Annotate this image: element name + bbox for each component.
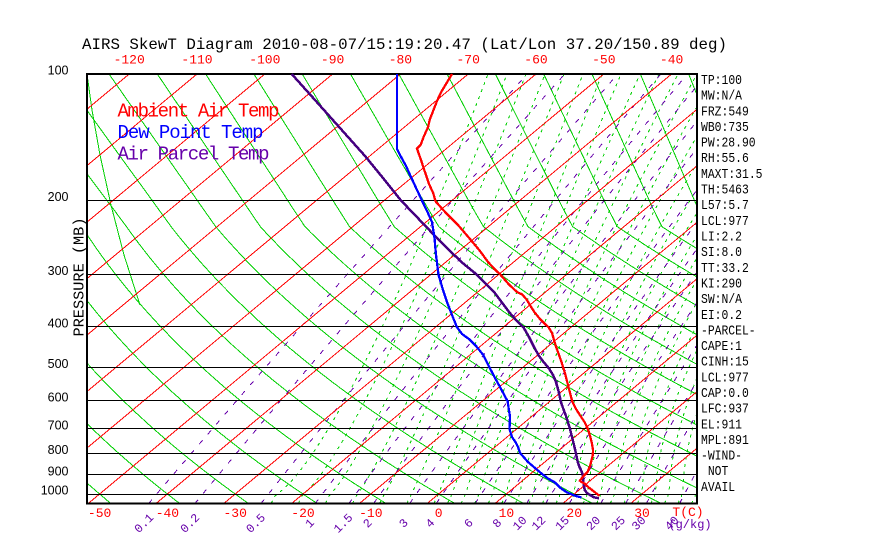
- svg-text:SW:N/A: SW:N/A: [701, 292, 742, 308]
- svg-text:-50: -50: [88, 506, 111, 521]
- svg-text:EL:911: EL:911: [701, 417, 742, 433]
- svg-text:100: 100: [48, 64, 69, 78]
- svg-text:600: 600: [48, 390, 69, 404]
- svg-text:MW:N/A: MW:N/A: [701, 89, 742, 105]
- svg-text:NOT: NOT: [701, 464, 728, 480]
- svg-text:SI:8.0: SI:8.0: [701, 245, 742, 261]
- svg-text:CAP:0.0: CAP:0.0: [701, 386, 749, 402]
- svg-text:LCL:977: LCL:977: [701, 370, 749, 386]
- svg-text:PRESSURE (MB): PRESSURE (MB): [72, 218, 89, 337]
- svg-text:FRZ:549: FRZ:549: [701, 104, 749, 120]
- svg-text:500: 500: [48, 357, 69, 371]
- svg-text:T(C): T(C): [672, 505, 703, 520]
- svg-text:WB0:735: WB0:735: [701, 120, 749, 136]
- svg-text:CINH:15: CINH:15: [701, 355, 749, 371]
- svg-text:LCL:977: LCL:977: [701, 214, 749, 230]
- svg-text:300: 300: [48, 264, 69, 278]
- svg-text:L57:5.7: L57:5.7: [701, 198, 749, 214]
- svg-text:900: 900: [48, 464, 69, 478]
- svg-text:-PARCEL-: -PARCEL-: [701, 323, 756, 339]
- svg-text:-50: -50: [592, 53, 615, 68]
- svg-text:700: 700: [48, 418, 69, 432]
- svg-text:-100: -100: [249, 53, 280, 68]
- svg-text:-90: -90: [321, 53, 344, 68]
- svg-text:Dew Point Temp: Dew Point Temp: [118, 122, 264, 144]
- svg-text:10: 10: [499, 506, 515, 521]
- svg-text:-70: -70: [456, 53, 479, 68]
- svg-text:(g/kg): (g/kg): [668, 518, 711, 532]
- svg-text:0: 0: [435, 506, 443, 521]
- svg-text:-110: -110: [181, 53, 212, 68]
- svg-text:TH:5463: TH:5463: [701, 183, 749, 199]
- svg-text:AIRS SkewT Diagram 2010-08-07/: AIRS SkewT Diagram 2010-08-07/15:19:20.4…: [82, 36, 727, 54]
- svg-text:TT:33.2: TT:33.2: [701, 261, 749, 277]
- svg-text:AVAIL: AVAIL: [701, 480, 735, 496]
- svg-text:-20: -20: [291, 506, 314, 521]
- svg-text:20: 20: [566, 506, 582, 521]
- svg-text:Ambient Air Temp: Ambient Air Temp: [118, 101, 280, 123]
- svg-text:-120: -120: [114, 53, 145, 68]
- svg-text:200: 200: [48, 190, 69, 204]
- svg-text:800: 800: [48, 443, 69, 457]
- svg-text:LFC:937: LFC:937: [701, 402, 749, 418]
- svg-text:-60: -60: [524, 53, 547, 68]
- svg-text:LI:2.2: LI:2.2: [701, 230, 742, 246]
- svg-text:KI:290: KI:290: [701, 277, 742, 293]
- svg-text:RH:55.6: RH:55.6: [701, 151, 749, 167]
- svg-text:PW:28.90: PW:28.90: [701, 136, 756, 152]
- svg-text:-40: -40: [156, 506, 179, 521]
- svg-text:TP:100: TP:100: [701, 73, 742, 89]
- svg-text:MAXT:31.5: MAXT:31.5: [701, 167, 763, 183]
- svg-text:-WIND-: -WIND-: [701, 449, 742, 465]
- svg-text:30: 30: [634, 506, 650, 521]
- svg-text:-80: -80: [389, 53, 412, 68]
- svg-text:-30: -30: [223, 506, 246, 521]
- svg-text:400: 400: [48, 316, 69, 330]
- svg-text:CAPE:1: CAPE:1: [701, 339, 742, 355]
- svg-text:MPL:891: MPL:891: [701, 433, 749, 449]
- svg-text:1000: 1000: [41, 484, 69, 498]
- svg-text:-40: -40: [660, 53, 683, 68]
- svg-text:Air Parcel Temp: Air Parcel Temp: [118, 144, 270, 166]
- svg-text:EI:0.2: EI:0.2: [701, 308, 742, 324]
- svg-text:-10: -10: [359, 506, 382, 521]
